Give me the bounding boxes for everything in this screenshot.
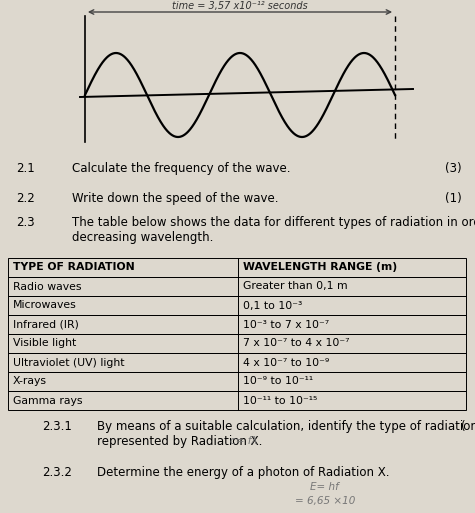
Text: Microwaves: Microwaves xyxy=(13,301,77,310)
Text: (1): (1) xyxy=(445,192,462,205)
Bar xyxy=(8,258,466,277)
Text: 10⁻³ to 7 x 10⁻⁷: 10⁻³ to 7 x 10⁻⁷ xyxy=(243,320,329,329)
Text: 2.3.1: 2.3.1 xyxy=(42,420,72,433)
Text: 2.3.2: 2.3.2 xyxy=(42,466,72,479)
Text: Ultraviolet (UV) light: Ultraviolet (UV) light xyxy=(13,358,124,367)
Text: Calculate the frequency of the wave.: Calculate the frequency of the wave. xyxy=(72,162,291,175)
Text: E= hf: E= hf xyxy=(310,482,339,492)
Bar xyxy=(8,353,466,372)
Text: 4 x 10⁻⁷ to 10⁻⁹: 4 x 10⁻⁷ to 10⁻⁹ xyxy=(243,358,329,367)
Text: time = 3,57 x10⁻¹² seconds: time = 3,57 x10⁻¹² seconds xyxy=(172,1,308,11)
Text: (3): (3) xyxy=(446,162,462,175)
Text: 10⁻¹¹ to 10⁻¹⁵: 10⁻¹¹ to 10⁻¹⁵ xyxy=(243,396,317,405)
Text: TYPE OF RADIATION: TYPE OF RADIATION xyxy=(13,263,135,272)
Text: Write down the speed of the wave.: Write down the speed of the wave. xyxy=(72,192,278,205)
Bar xyxy=(8,315,466,334)
Text: 10⁻⁹ to 10⁻¹¹: 10⁻⁹ to 10⁻¹¹ xyxy=(243,377,313,386)
Bar xyxy=(8,296,466,315)
Text: Visible light: Visible light xyxy=(13,339,76,348)
Text: (: ( xyxy=(461,420,466,433)
Text: Greater than 0,1 m: Greater than 0,1 m xyxy=(243,282,348,291)
Text: = 6,65 ×10: = 6,65 ×10 xyxy=(295,496,355,506)
Bar xyxy=(8,372,466,391)
Text: Radio waves: Radio waves xyxy=(13,282,82,291)
Text: 2.2: 2.2 xyxy=(16,192,35,205)
Text: X-rays: X-rays xyxy=(13,377,47,386)
Text: Determine the energy of a photon of Radiation X.: Determine the energy of a photon of Radi… xyxy=(97,466,390,479)
Text: By means of a suitable calculation, identify the type of radiation
represented b: By means of a suitable calculation, iden… xyxy=(97,420,475,448)
Text: Infrared (IR): Infrared (IR) xyxy=(13,320,79,329)
Bar xyxy=(8,277,466,296)
Text: WAVELENGTH RANGE (m): WAVELENGTH RANGE (m) xyxy=(243,263,397,272)
Text: 7 x 10⁻⁷ to 4 x 10⁻⁷: 7 x 10⁻⁷ to 4 x 10⁻⁷ xyxy=(243,339,350,348)
Text: 0,1 to 10⁻³: 0,1 to 10⁻³ xyxy=(243,301,302,310)
Text: Gamma rays: Gamma rays xyxy=(13,396,83,405)
Text: The table below shows the data for different types of radiation in order of
decr: The table below shows the data for diffe… xyxy=(72,216,475,244)
Bar xyxy=(8,391,466,410)
Bar xyxy=(8,334,466,353)
Text: 2.3: 2.3 xyxy=(16,216,35,229)
Text: c= fλ: c= fλ xyxy=(230,436,257,446)
Text: 2.1: 2.1 xyxy=(16,162,35,175)
